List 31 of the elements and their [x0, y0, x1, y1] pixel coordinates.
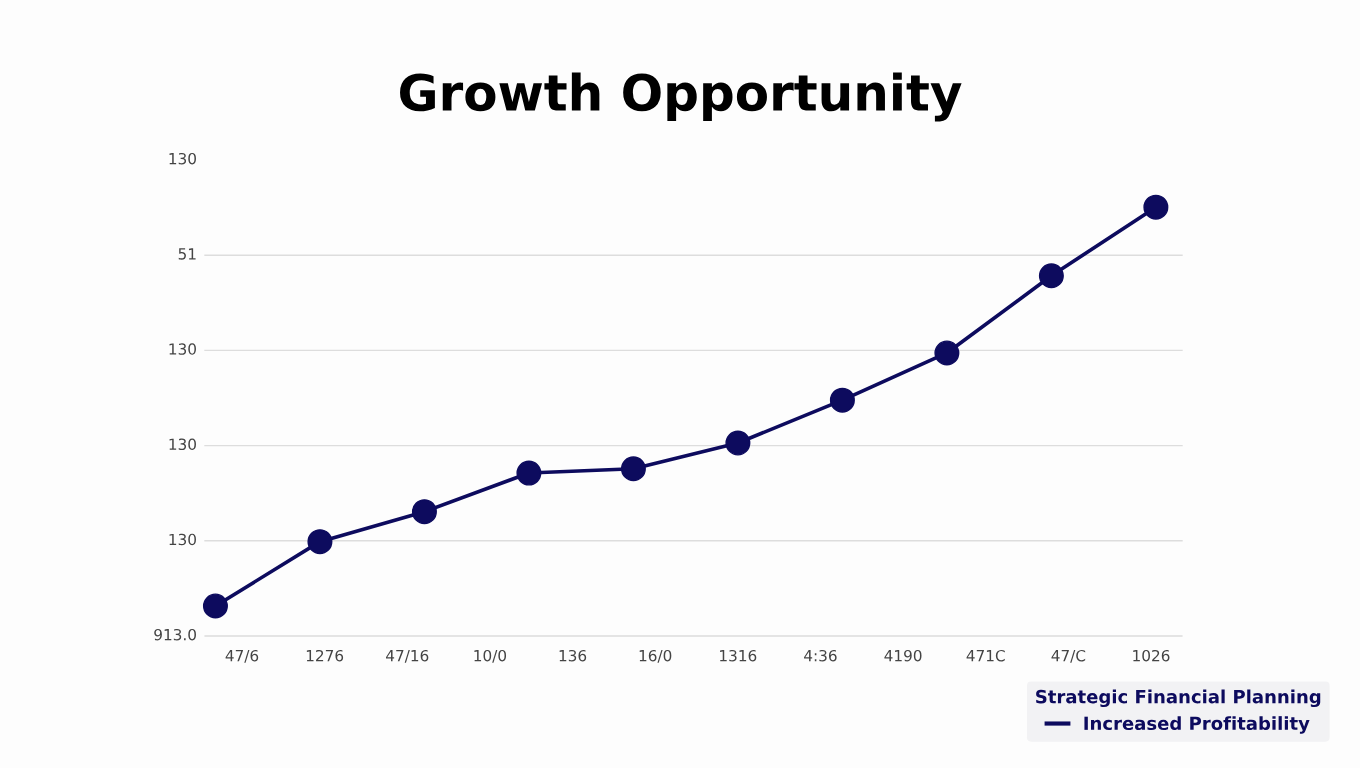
text: 130 — [169, 438, 196, 451]
text: 136 — [559, 649, 587, 662]
point — [307, 529, 333, 555]
point — [934, 340, 960, 366]
text: 47/16 — [386, 649, 429, 663]
point — [620, 456, 646, 482]
text: 1026 — [1133, 649, 1170, 662]
text: 4190 — [884, 649, 922, 662]
point — [829, 387, 855, 413]
text: 130 — [169, 533, 196, 546]
text: 130 — [169, 152, 196, 165]
text: 1316 — [720, 649, 757, 662]
text: 4:36 — [804, 649, 837, 662]
text: 913.0 — [154, 628, 196, 641]
point — [516, 460, 542, 486]
text: 51 — [178, 248, 196, 260]
legend-label: Increased Profitability — [1084, 716, 1310, 734]
chart-title: Growth Opportunity — [400, 72, 962, 122]
point — [411, 499, 437, 525]
point — [202, 593, 228, 619]
text: 130 — [169, 343, 196, 355]
point — [725, 430, 751, 456]
text: 1276 — [306, 649, 344, 662]
point — [1143, 194, 1169, 220]
text: 47/C — [1051, 649, 1086, 663]
point — [1038, 263, 1064, 289]
text: 47/6 — [225, 649, 259, 663]
legend-title: Strategic Financial Planning — [1036, 689, 1321, 708]
text: 10/0 — [474, 649, 507, 663]
text: 471C — [966, 649, 1005, 662]
text: 16/0 — [639, 649, 672, 663]
